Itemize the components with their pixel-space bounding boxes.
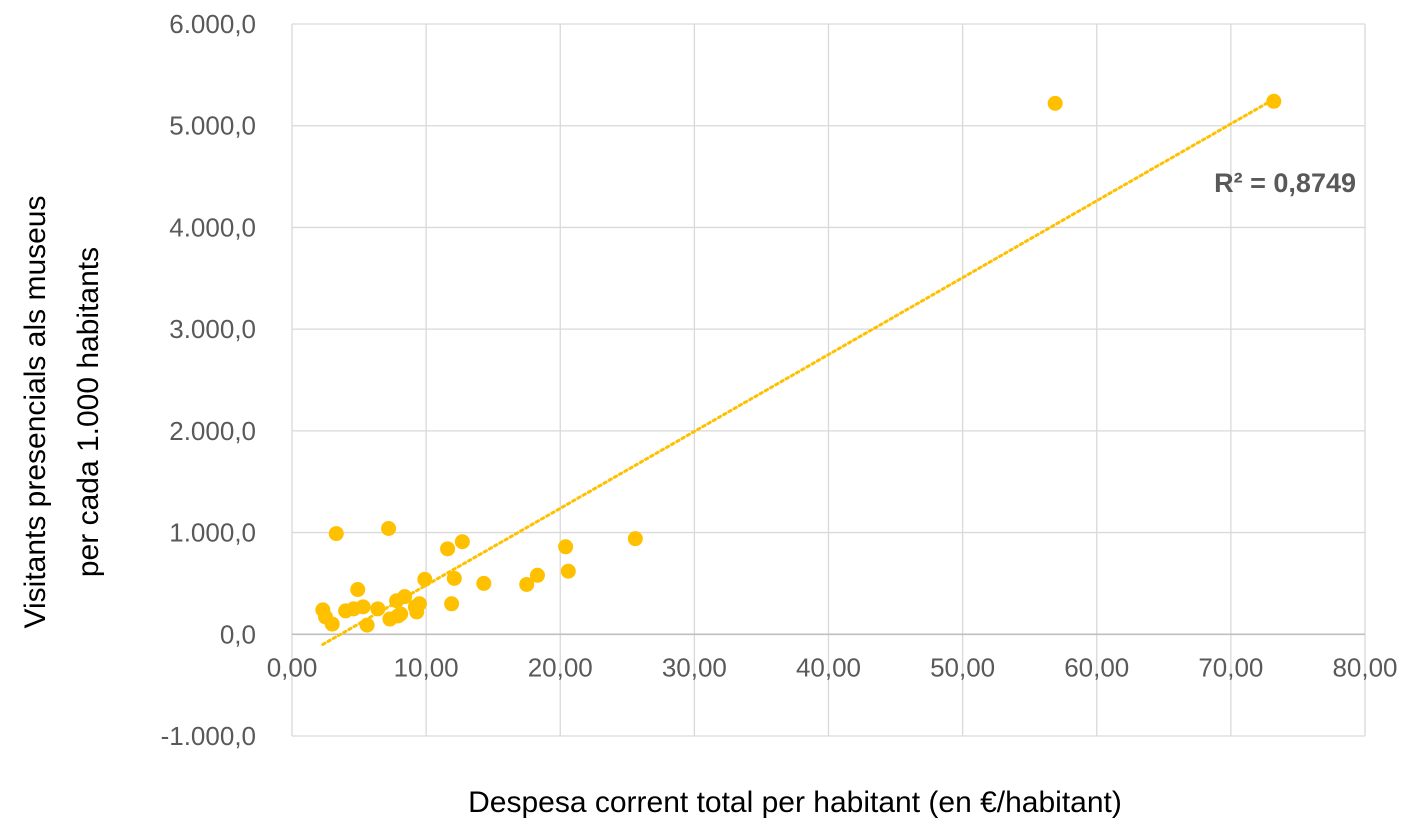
y-tick-label: 4.000,0 xyxy=(169,212,256,242)
y-tick-label: 6.000,0 xyxy=(169,9,256,39)
x-tick-label: 0,00 xyxy=(267,652,318,682)
data-point xyxy=(381,521,397,537)
data-point xyxy=(476,575,492,591)
x-tick-label: 80,00 xyxy=(1332,652,1397,682)
data-point xyxy=(1266,93,1282,109)
data-point xyxy=(454,534,470,550)
data-point xyxy=(397,589,413,605)
x-tick-label: 50,00 xyxy=(930,652,995,682)
data-point xyxy=(529,567,545,583)
data-point xyxy=(370,601,386,617)
data-point xyxy=(324,616,340,632)
data-point xyxy=(350,582,366,598)
x-tick-label: 70,00 xyxy=(1198,652,1263,682)
x-tick-label: 10,00 xyxy=(394,652,459,682)
y-tick-label: 5.000,0 xyxy=(169,111,256,141)
y-axis-title-line-1: Visitants presencials als museus xyxy=(19,196,52,629)
data-points xyxy=(315,93,1282,633)
y-tick-label: 2.000,0 xyxy=(169,416,256,446)
data-point xyxy=(440,541,456,557)
trendline xyxy=(321,97,1276,646)
y-tick-labels: -1.000,0 0,0 1.000,0 2.000,0 3.000,0 4.000,0 5… xyxy=(161,9,256,751)
data-point xyxy=(359,617,375,633)
data-point xyxy=(560,563,576,579)
gridlines xyxy=(291,23,1366,737)
data-point xyxy=(417,571,433,587)
data-point xyxy=(519,576,535,592)
r-squared-label: R² = 0,8749 xyxy=(1214,168,1356,198)
x-tick-label: 60,00 xyxy=(1064,652,1129,682)
data-point xyxy=(444,596,460,612)
data-point xyxy=(1047,95,1063,111)
x-tick-label: 30,00 xyxy=(662,652,727,682)
x-tick-label: 40,00 xyxy=(796,652,861,682)
data-point xyxy=(627,531,643,547)
x-tick-label: 20,00 xyxy=(528,652,593,682)
data-point xyxy=(393,606,409,622)
y-tick-label: 1.000,0 xyxy=(169,518,256,548)
y-tick-label: -1.000,0 xyxy=(161,721,256,751)
data-point xyxy=(328,526,344,542)
data-point xyxy=(558,539,574,555)
data-point xyxy=(355,599,371,615)
trendline-group xyxy=(321,97,1276,646)
y-tick-label: 0,0 xyxy=(220,619,256,649)
data-point xyxy=(411,596,427,612)
data-point xyxy=(446,570,462,586)
x-tick-labels: 0,00 10,00 20,00 30,00 40,00 50,00 60,00 70,00 8… xyxy=(267,652,1398,682)
y-axis-title-line-2: per cada 1.000 habitants xyxy=(72,247,105,577)
y-tick-label: 3.000,0 xyxy=(169,314,256,344)
x-axis-title: Despesa corrent total per habitant (en €… xyxy=(468,786,1122,819)
